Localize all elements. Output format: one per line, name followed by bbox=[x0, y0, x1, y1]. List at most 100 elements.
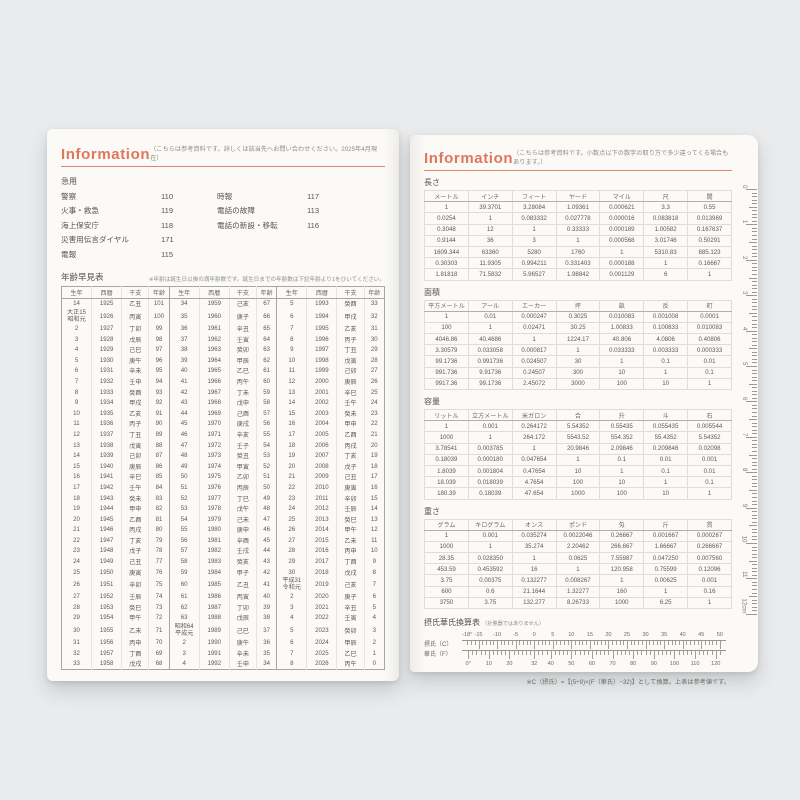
age-cell: 5 bbox=[276, 298, 307, 310]
age-cell: 壬午 bbox=[121, 482, 149, 493]
table-row: 0.30303 11.9305 0.994211 0.331403 0.000188 1 0… bbox=[424, 257, 732, 270]
table-row: 10 1935 乙亥 91 44 1969 己酉 57 15 2003 癸未 23 bbox=[62, 407, 385, 419]
scale-tick bbox=[600, 651, 602, 655]
unit-cell: 9.91736 bbox=[467, 366, 513, 379]
ruler-tick bbox=[752, 589, 757, 591]
age-cell: 1990 bbox=[198, 637, 230, 648]
unit-cell: 991.736 bbox=[424, 366, 469, 379]
age-cell: 2026 bbox=[306, 658, 337, 670]
age-cell: 57 bbox=[255, 407, 277, 419]
conversion-formula-note: ※C（摂氏）=【(5÷9)×(F（華氏）−32)】として換算。上表は参考値です。 bbox=[526, 679, 730, 686]
unit-cell: 1 bbox=[467, 431, 513, 444]
unit-column-header: 畝 bbox=[599, 299, 645, 312]
unit-cell: 0.01 bbox=[643, 453, 689, 466]
scale-tick bbox=[578, 641, 580, 645]
age-cell: 甲辰 bbox=[228, 355, 257, 366]
ruler-tick bbox=[752, 281, 757, 283]
age-cell: 3 bbox=[168, 647, 200, 659]
ruler-tick bbox=[752, 387, 757, 389]
age-cell: 甲戌 bbox=[336, 309, 365, 324]
celsius-labels: -18° -15 -10 -5 0 5 10 15 20 25 30 35 40 45 50 bbox=[462, 632, 726, 639]
age-cell: 1988 bbox=[198, 612, 230, 624]
unit-column-header: 合 bbox=[555, 408, 601, 422]
age-cell: 8 bbox=[74, 388, 79, 396]
unit-cell: 0.75599 bbox=[643, 563, 689, 576]
scale-tick bbox=[497, 651, 499, 655]
ruler-tick bbox=[749, 596, 757, 598]
age-cell: 18 bbox=[363, 460, 385, 472]
age-cell: 乙巳 bbox=[336, 647, 365, 659]
unit-cell: 0.005544 bbox=[687, 420, 732, 433]
unit-cell: 0.18039 bbox=[467, 487, 513, 500]
age-cell: 31 bbox=[363, 323, 385, 334]
unit-cell: 0.0022046 bbox=[555, 529, 601, 542]
scale-tick bbox=[508, 641, 510, 645]
ruler-tick bbox=[752, 217, 757, 219]
age-cell: 34 bbox=[255, 658, 277, 670]
age-cell: 1944 bbox=[91, 503, 122, 514]
table-row: 13 1938 戊寅 88 47 1972 壬子 54 18 2006 丙戌 20 bbox=[62, 439, 385, 451]
age-cell: 40 bbox=[255, 591, 277, 603]
age-cell: 1940 bbox=[91, 460, 122, 472]
age-cell: 15 bbox=[276, 407, 307, 419]
ruler-tick bbox=[746, 543, 757, 544]
age-cell: 52 bbox=[168, 492, 200, 504]
unit-cell: 3.01746 bbox=[643, 234, 689, 247]
unit-cell: 1.09361 bbox=[555, 201, 601, 214]
scale-tick bbox=[620, 651, 622, 655]
ruler-tick bbox=[752, 440, 757, 442]
age-cell: 戊辰 bbox=[228, 612, 257, 624]
unit-cell: 5.54352 bbox=[687, 431, 732, 444]
unit-cell: 39.3701 bbox=[467, 201, 513, 214]
scale-tick bbox=[701, 641, 703, 649]
unit-column-header: 石 bbox=[687, 408, 732, 422]
unit-cell: 11.9305 bbox=[467, 257, 513, 270]
scale-tick bbox=[489, 641, 491, 645]
age-cell: 甲子 bbox=[228, 566, 257, 578]
age-cell: 1977 bbox=[198, 492, 230, 504]
table-row: 3 1928 戊辰 98 37 1962 壬寅 64 8 1996 丙子 30 bbox=[62, 333, 385, 345]
unit-cell: 99.1736 bbox=[467, 377, 513, 391]
scale-tick bbox=[627, 641, 628, 649]
age-cell: 1 bbox=[363, 647, 385, 659]
table-row: 4046.86 40.4686 1 1224.17 40.806 4.0806 0.4080… bbox=[424, 333, 732, 346]
age-cell: 7 bbox=[74, 377, 79, 385]
table-row: 600 0.6 21.1644 1.32277 160 1 0.16 bbox=[424, 585, 732, 598]
age-cell: 2009 bbox=[306, 471, 337, 483]
age-cell: 55 bbox=[255, 429, 277, 440]
age-cell: 1968 bbox=[198, 397, 230, 408]
scale-tick bbox=[657, 651, 659, 655]
ruler-tick bbox=[752, 504, 757, 506]
unit-cell: 0.001 bbox=[467, 529, 513, 542]
scale-tick bbox=[505, 651, 507, 655]
age-cell: 丙辰 bbox=[228, 482, 257, 493]
scale-tick bbox=[670, 651, 672, 655]
unit-column-header: 坪 bbox=[555, 299, 601, 312]
ruler-tick bbox=[752, 369, 757, 371]
unit-cell: 3.75 bbox=[467, 596, 513, 610]
age-cell: 1939 bbox=[91, 450, 122, 461]
unit-cell: 47.654 bbox=[511, 487, 557, 500]
ruler-tick bbox=[752, 213, 757, 215]
age-cell: 42 bbox=[168, 386, 200, 398]
scale-tick-label: 90 bbox=[650, 661, 657, 667]
scale-tick bbox=[604, 641, 606, 645]
unit-cell: 99.1736 bbox=[424, 355, 469, 368]
ruler-tick bbox=[752, 263, 757, 265]
age-cell: 15 bbox=[73, 462, 80, 470]
age-cell: 丁丑 bbox=[336, 344, 365, 355]
age-cell: 38 bbox=[168, 344, 200, 355]
table-row: 9917.36 99.1736 2.45072 3000 100 10 1 bbox=[424, 377, 732, 391]
age-cell: 2002 bbox=[306, 397, 337, 408]
ruler-tick bbox=[746, 472, 757, 474]
unit-table: 平方メートル アール エーカー坪畝反町 1 0.01 0.000247 0.3025 0.01… bbox=[424, 299, 732, 391]
age-cell: 1996 bbox=[306, 333, 337, 345]
cm-ruler: 0 1 2 3 4 5 6 7 8 9 10 11 12cm bbox=[735, 185, 757, 621]
age-cell: 癸未 bbox=[121, 492, 149, 504]
scale-tick-label: 0° bbox=[465, 661, 471, 667]
age-cell: 1931 bbox=[91, 365, 122, 377]
ruler-tick bbox=[752, 351, 757, 353]
unit-cell: 0.000189 bbox=[599, 223, 645, 236]
phone-number: 116 bbox=[307, 220, 320, 230]
unit-cell: 6.25 bbox=[643, 596, 689, 610]
